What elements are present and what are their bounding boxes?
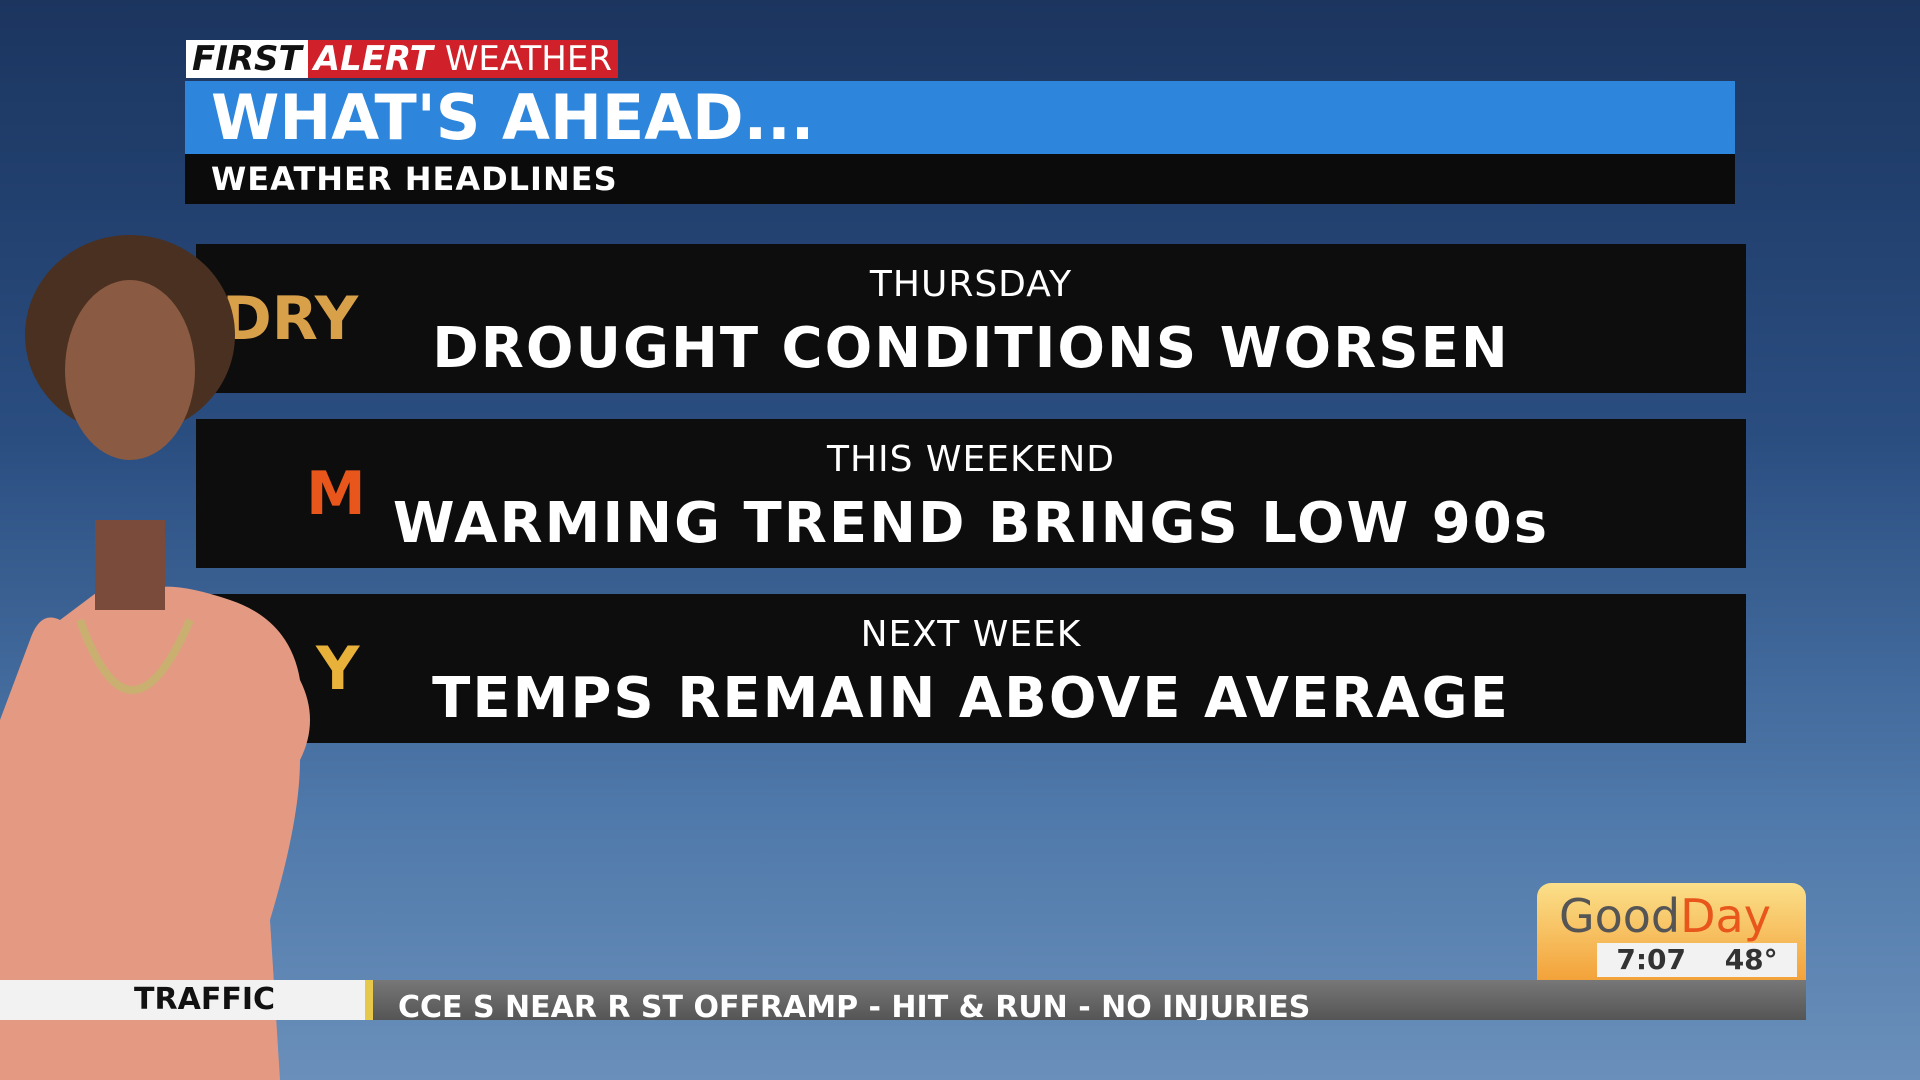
icon-label: DRY <box>222 284 359 354</box>
icon-label: M <box>306 459 366 529</box>
period: THIS WEEKEND <box>826 439 1116 480</box>
headline-panel: Y NEXT WEEK TEMPS REMAIN ABOVE AVERAGE <box>196 594 1746 743</box>
headline: DROUGHT CONDITIONS WORSEN <box>432 316 1510 381</box>
brand: FIRST ALERT WEATHER <box>186 40 618 78</box>
time-temp: 7:07 48° <box>1597 943 1797 977</box>
period: NEXT WEEK <box>860 614 1082 655</box>
ticker-label: TRAFFIC <box>0 980 373 1020</box>
headline: WARMING TREND BRINGS LOW 90s <box>392 491 1550 556</box>
headline: TEMPS REMAIN ABOVE AVERAGE <box>432 666 1510 731</box>
brand-weather: WEATHER <box>438 40 618 78</box>
icon-label: Y <box>316 634 360 704</box>
title: WHAT'S AHEAD... <box>185 81 1735 154</box>
headline-panel: DRY THURSDAY DROUGHT CONDITIONS WORSEN <box>196 244 1746 393</box>
brand-alert: ALERT <box>307 40 439 78</box>
logo-day: Day <box>1680 889 1771 943</box>
ticker-text: CCE S NEAR R ST OFFRAMP - HIT & RUN - NO… <box>398 990 1311 1020</box>
logo-good: Good <box>1559 889 1681 943</box>
ticker: CCE S NEAR R ST OFFRAMP - HIT & RUN - NO… <box>0 980 1806 1020</box>
subtitle: WEATHER HEADLINES <box>185 154 1735 204</box>
temperature: 48° <box>1724 943 1778 976</box>
period: THURSDAY <box>869 264 1073 305</box>
logo-text: GoodDay <box>1559 889 1771 943</box>
time: 7:07 <box>1616 943 1686 976</box>
station-logo: GoodDay 7:07 48° <box>1537 883 1806 980</box>
brand-first: FIRST <box>186 40 308 78</box>
presenter <box>0 235 310 1080</box>
headline-panel: M THIS WEEKEND WARMING TREND BRINGS LOW … <box>196 419 1746 568</box>
